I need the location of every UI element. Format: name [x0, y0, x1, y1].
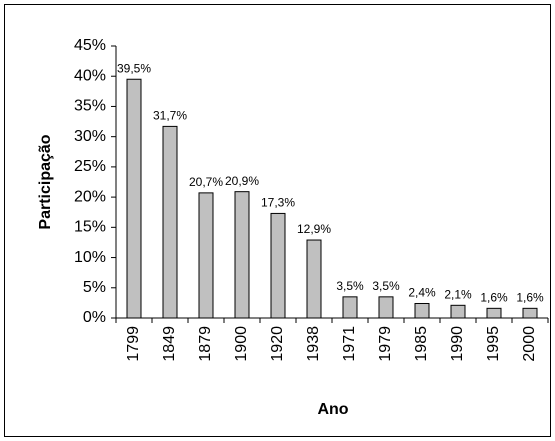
bar: [270, 212, 286, 319]
x-tick-label: 1938: [305, 326, 322, 362]
bar: [378, 296, 394, 319]
value-label: 3,5%: [336, 279, 364, 293]
y-tick-label: 5%: [83, 279, 106, 296]
value-label: 39,5%: [117, 61, 151, 75]
y-tick-label: 30%: [74, 128, 106, 145]
bar: [126, 78, 142, 319]
bar: [450, 304, 466, 319]
bar: [306, 239, 322, 319]
y-tick-label: 40%: [74, 67, 106, 84]
x-tick-label: 1879: [197, 326, 214, 362]
value-label: 1,6%: [480, 291, 508, 305]
x-tick-label: 1920: [269, 326, 286, 362]
y-tick-label: 15%: [74, 219, 106, 236]
bar: [234, 191, 250, 319]
x-tick-label: 1985: [413, 326, 430, 362]
bar: [198, 192, 214, 319]
y-tick-label: 25%: [74, 158, 106, 175]
x-tick-label: 2000: [521, 326, 538, 362]
y-tick-label: 0%: [83, 309, 106, 326]
x-tick-label: 1979: [377, 326, 394, 362]
value-label: 20,7%: [189, 175, 223, 189]
value-label: 2,4%: [408, 286, 436, 300]
y-tick-label: 45%: [74, 37, 106, 54]
value-label: 17,3%: [261, 196, 295, 210]
x-tick-label: 1849: [161, 326, 178, 362]
value-label: 2,1%: [444, 287, 472, 301]
bar: [414, 302, 430, 319]
bar: [162, 125, 178, 319]
bar: [486, 307, 502, 319]
x-tick-label: 1995: [485, 326, 502, 362]
bar: [342, 296, 358, 319]
y-axis-label: Participação: [37, 134, 54, 229]
x-tick-label: 1990: [449, 326, 466, 362]
value-label: 3,5%: [372, 279, 400, 293]
y-tick-label: 20%: [74, 188, 106, 205]
x-axis-label: Ano: [317, 401, 348, 418]
y-tick-label: 35%: [74, 98, 106, 115]
y-tick-label: 10%: [74, 249, 106, 266]
value-label: 31,7%: [153, 109, 187, 123]
value-label: 1,6%: [516, 291, 544, 305]
x-tick-label: 1971: [341, 326, 358, 362]
value-label: 20,9%: [225, 174, 259, 188]
bar: [522, 307, 538, 319]
x-tick-label: 1900: [233, 326, 250, 362]
value-label: 12,9%: [297, 222, 331, 236]
x-tick-label: 1799: [125, 326, 142, 362]
